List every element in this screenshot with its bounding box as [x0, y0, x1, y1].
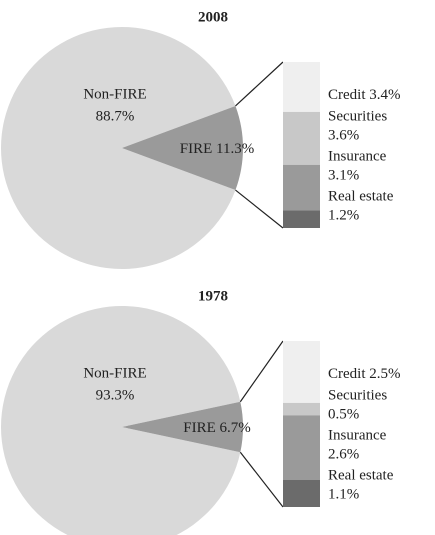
- breakdown-label-name: Credit: [328, 366, 366, 382]
- connector: [235, 61, 284, 107]
- bar-segment: [283, 341, 320, 403]
- slice-label: FIRE 11.3%: [180, 141, 254, 157]
- pie-slice: [0, 26, 236, 269]
- slice-label: Non-FIRE: [83, 86, 146, 102]
- chart-title: 2008: [198, 9, 228, 25]
- breakdown-name: Insurance: [328, 148, 387, 164]
- breakdown-value: 2.6%: [328, 446, 359, 462]
- slice-label-name: FIRE: [180, 141, 213, 157]
- bar-segment: [283, 479, 320, 507]
- connector: [239, 340, 284, 403]
- bar-segment: [283, 111, 320, 165]
- breakdown-value: 3.6%: [328, 127, 359, 143]
- breakdown-value: 0.5%: [328, 406, 359, 422]
- slice-label-value: 6.7%: [220, 420, 251, 436]
- connector: [239, 451, 284, 508]
- breakdown-name: Insurance: [328, 427, 387, 443]
- breakdown-label-value: 2.5%: [369, 366, 400, 382]
- bar-segment: [283, 62, 320, 112]
- breakdown-name: Securities: [328, 387, 387, 403]
- slice-value: 88.7%: [96, 108, 135, 124]
- breakdown-label-name: Credit: [328, 87, 366, 103]
- bar-segment: [283, 164, 320, 211]
- slice-label: Non-FIRE: [83, 365, 146, 381]
- breakdown-value: 3.1%: [328, 167, 359, 183]
- slice-label-name: FIRE: [183, 420, 216, 436]
- breakdown-label: Credit 2.5%: [328, 366, 401, 382]
- bar-segment: [283, 402, 320, 416]
- breakdown-name: Securities: [328, 108, 387, 124]
- bar-segment: [283, 415, 320, 480]
- bar-segment: [283, 210, 320, 228]
- slice-label-value: 11.3%: [216, 141, 254, 157]
- breakdown-value: 1.1%: [328, 486, 359, 502]
- pie-slice: [0, 306, 241, 535]
- breakdown-name: Real estate: [328, 188, 394, 204]
- pie-slice: [122, 401, 243, 453]
- breakdown-label: Credit 3.4%: [328, 87, 401, 103]
- breakdown-name: Real estate: [328, 467, 394, 483]
- chart-title: 1978: [198, 288, 228, 304]
- slice-label: FIRE 6.7%: [183, 420, 251, 436]
- pie-slice: [122, 105, 243, 191]
- slice-value: 93.3%: [96, 387, 135, 403]
- breakdown-value: 1.2%: [328, 207, 359, 223]
- connector: [235, 189, 284, 229]
- breakdown-label-value: 3.4%: [369, 87, 400, 103]
